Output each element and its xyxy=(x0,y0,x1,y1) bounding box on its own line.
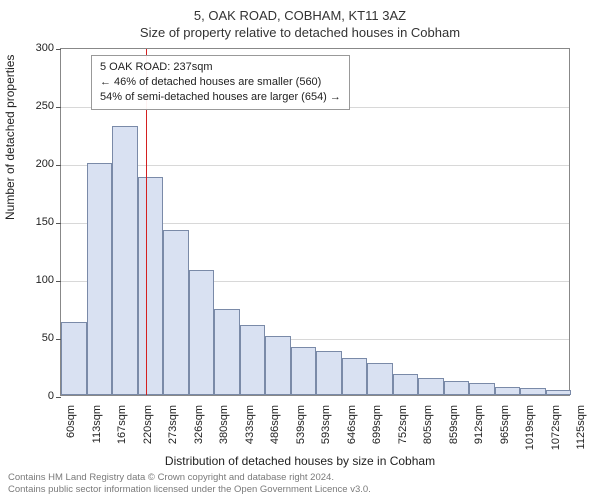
annotation-line: ← 46% of detached houses are smaller (56… xyxy=(100,75,341,90)
xtick-label: 1125sqm xyxy=(575,405,587,455)
xtick-label: 646sqm xyxy=(346,405,358,455)
histogram-bar xyxy=(316,351,342,395)
annotation-box: 5 OAK ROAD: 237sqm ← 46% of detached hou… xyxy=(91,55,350,110)
annotation-line: 5 OAK ROAD: 237sqm xyxy=(100,60,341,75)
annotation-line: 54% of semi-detached houses are larger (… xyxy=(100,90,341,105)
ytick-label: 50 xyxy=(14,332,54,344)
histogram-bar xyxy=(138,177,164,395)
xtick-label: 380sqm xyxy=(218,405,230,455)
ytick-mark xyxy=(56,397,61,398)
histogram-bar xyxy=(393,374,419,395)
histogram-bar xyxy=(163,230,189,395)
histogram-bar xyxy=(342,358,368,395)
ytick-mark xyxy=(56,49,61,50)
xtick-label: 486sqm xyxy=(269,405,281,455)
histogram-bar xyxy=(469,383,495,395)
ytick-label: 250 xyxy=(14,100,54,112)
xtick-label: 912sqm xyxy=(473,405,485,455)
xtick-label: 539sqm xyxy=(295,405,307,455)
xtick-label: 965sqm xyxy=(499,405,511,455)
xtick-label: 859sqm xyxy=(448,405,460,455)
histogram-bar xyxy=(87,163,113,395)
xtick-label: 273sqm xyxy=(167,405,179,455)
xtick-label: 167sqm xyxy=(116,405,128,455)
histogram-bar xyxy=(495,387,521,395)
histogram-bar xyxy=(189,270,215,395)
ytick-label: 150 xyxy=(14,216,54,228)
footer-attribution: Contains HM Land Registry data © Crown c… xyxy=(8,472,592,496)
xtick-label: 699sqm xyxy=(371,405,383,455)
ytick-label: 100 xyxy=(14,274,54,286)
xtick-label: 1072sqm xyxy=(550,405,562,455)
ytick-label: 300 xyxy=(14,42,54,54)
histogram-bar xyxy=(240,325,266,395)
chart-container: 5, OAK ROAD, COBHAM, KT11 3AZ Size of pr… xyxy=(0,0,600,500)
histogram-bar xyxy=(418,378,444,395)
xtick-label: 1019sqm xyxy=(524,405,536,455)
xtick-label: 326sqm xyxy=(193,405,205,455)
plot-area: 60sqm113sqm167sqm220sqm273sqm326sqm380sq… xyxy=(60,48,570,396)
xtick-label: 593sqm xyxy=(320,405,332,455)
ytick-label: 0 xyxy=(14,390,54,402)
xtick-label: 752sqm xyxy=(397,405,409,455)
histogram-bar xyxy=(291,347,317,395)
y-axis-label: Number of detached properties xyxy=(3,55,17,220)
histogram-bar xyxy=(61,322,87,395)
ytick-mark xyxy=(56,223,61,224)
xtick-label: 60sqm xyxy=(65,405,77,455)
ytick-label: 200 xyxy=(14,158,54,170)
histogram-bar xyxy=(444,381,470,395)
histogram-bar xyxy=(112,126,138,395)
xtick-label: 433sqm xyxy=(244,405,256,455)
ytick-mark xyxy=(56,107,61,108)
chart-title: 5, OAK ROAD, COBHAM, KT11 3AZ xyxy=(0,0,600,23)
histogram-bar xyxy=(214,309,240,395)
histogram-bar xyxy=(520,388,546,395)
xtick-label: 220sqm xyxy=(142,405,154,455)
xtick-label: 805sqm xyxy=(422,405,434,455)
chart-subtitle: Size of property relative to detached ho… xyxy=(0,23,600,40)
footer-line: Contains HM Land Registry data © Crown c… xyxy=(8,472,592,484)
footer-line: Contains public sector information licen… xyxy=(8,484,592,496)
ytick-mark xyxy=(56,165,61,166)
xtick-label: 113sqm xyxy=(91,405,103,455)
histogram-bar xyxy=(367,363,393,395)
histogram-bar xyxy=(265,336,291,395)
ytick-mark xyxy=(56,281,61,282)
histogram-bar xyxy=(546,390,572,395)
x-axis-label: Distribution of detached houses by size … xyxy=(0,454,600,468)
